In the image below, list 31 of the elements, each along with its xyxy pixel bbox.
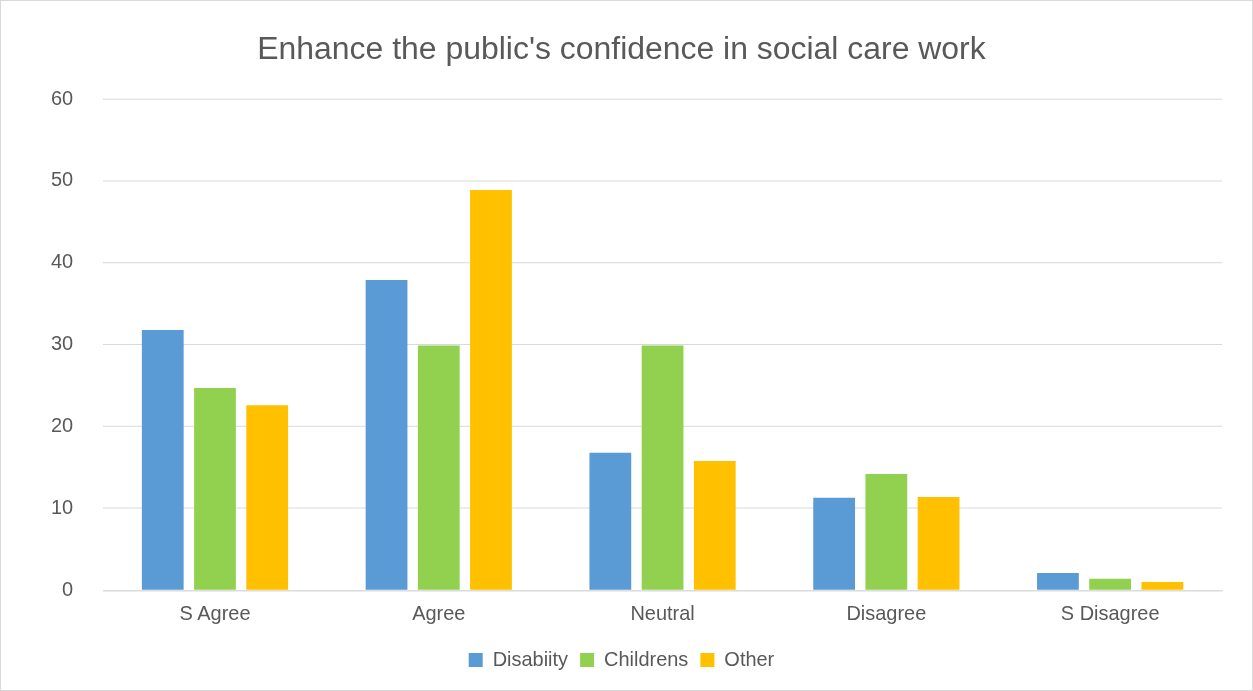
bar (417, 345, 460, 590)
x-tick-label: Agree (412, 601, 466, 624)
bar (865, 474, 908, 590)
bar (917, 496, 960, 590)
bar (470, 189, 512, 590)
bar (246, 405, 289, 590)
bar (365, 280, 408, 590)
legend-label: Other (724, 647, 775, 670)
bar (641, 345, 684, 590)
bar (589, 452, 632, 590)
x-tick-label: Neutral (630, 601, 695, 624)
x-tick-label: Disagree (846, 601, 927, 624)
legend-label: Childrens (604, 647, 689, 670)
bar (813, 497, 856, 590)
bar (1089, 578, 1132, 590)
y-tick-label: 60 (50, 86, 74, 109)
legend-label: Disabiity (492, 647, 569, 670)
x-tick-label: S Disagree (1060, 601, 1160, 624)
y-tick-label: 0 (62, 577, 74, 600)
bar (1037, 573, 1079, 590)
chart-title: Enhance the public's confidence in social care work (257, 29, 986, 66)
y-tick-label: 30 (50, 332, 74, 355)
bar (1141, 582, 1184, 590)
y-tick-label: 20 (50, 414, 74, 437)
x-tick-label: S Agree (179, 601, 251, 624)
y-tick-label: 10 (50, 495, 74, 518)
bar (194, 388, 236, 590)
bar (141, 329, 184, 590)
y-tick-label: 40 (50, 250, 74, 273)
y-tick-label: 50 (50, 168, 74, 191)
bar (693, 460, 736, 590)
